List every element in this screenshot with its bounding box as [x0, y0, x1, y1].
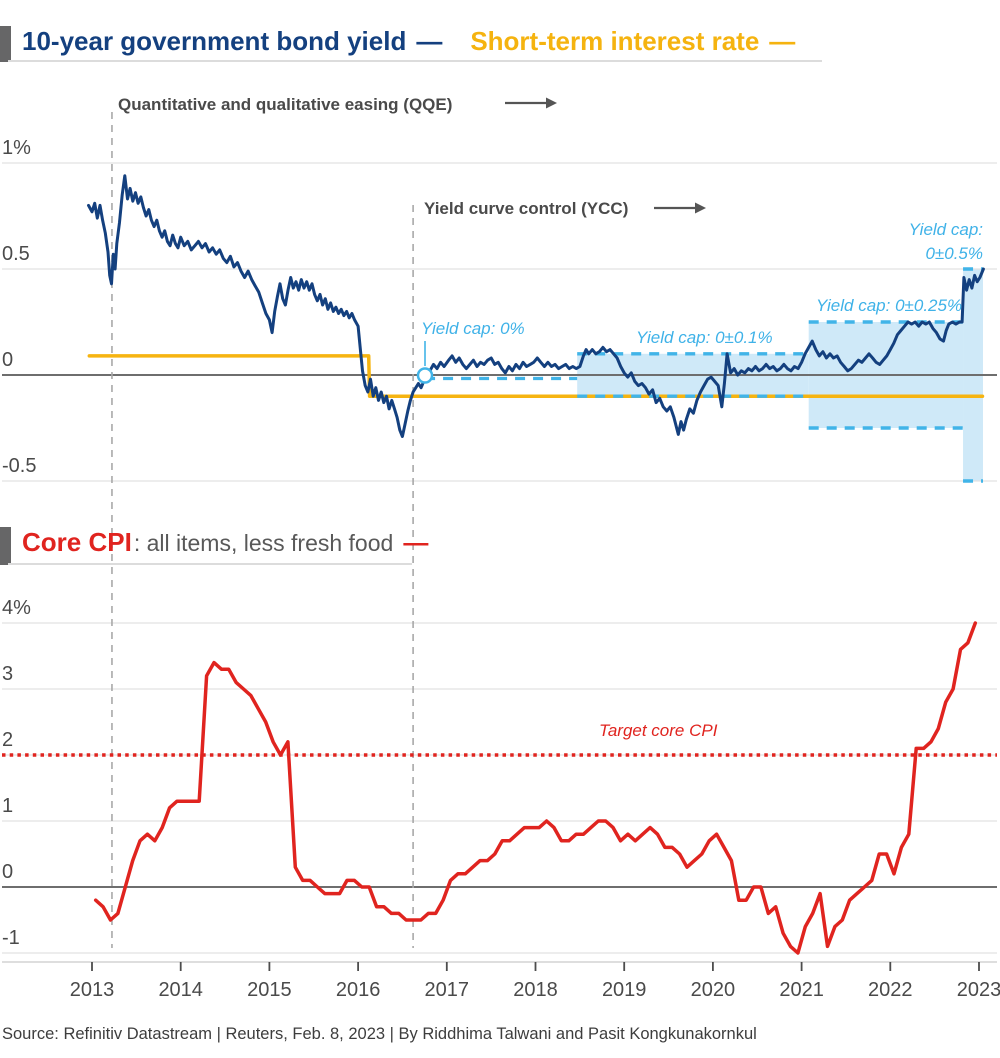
- top-y-label-1%: 1%: [2, 137, 31, 159]
- ycc-annotation: Yield curve control (YCC): [424, 199, 629, 218]
- top-y-label-0.5: 0.5: [2, 243, 30, 265]
- core-cpi-legend-suffix: : all items, less fresh food: [133, 530, 394, 556]
- yield-cap-0.5-line2: 0±0.5%: [925, 244, 983, 263]
- ycc-start-marker: [416, 367, 434, 384]
- legend-bottom: Core CPI : all items, less fresh food —: [22, 527, 428, 558]
- bottom-y-label-1: 1: [2, 795, 14, 817]
- x-label-2023: 2023: [956, 979, 1000, 1001]
- target-cpi-label: Target core CPI: [599, 721, 718, 740]
- top-y-label--0.5: -0.5: [2, 455, 37, 477]
- top-y-label-0: 0: [2, 349, 14, 371]
- accent-bar-bottom: [0, 527, 11, 565]
- bottom-y-label-3: 3: [2, 663, 14, 685]
- x-label-2021: 2021: [779, 979, 824, 1001]
- bond-yield-legend-label: 10-year government bond yield: [22, 26, 407, 56]
- legend-top: 10-year government bond yield — Short-te…: [22, 26, 795, 57]
- short-rate-legend-dash: —: [769, 26, 796, 56]
- bond-yield-legend-dash: —: [416, 26, 443, 56]
- top-header-rule: [8, 60, 822, 62]
- bottom-header-rule: [8, 563, 412, 565]
- x-label-2017: 2017: [424, 979, 470, 1001]
- x-label-2018: 2018: [513, 979, 558, 1001]
- bottom-y-label-2: 2: [2, 729, 14, 751]
- bottom-y-label--1: -1: [2, 927, 20, 949]
- yield-cap-0.25-label: Yield cap: 0±0.25%: [816, 296, 963, 315]
- accent-bar-top: [0, 26, 11, 62]
- source-credit: Source: Refinitiv Datastream | Reuters, …: [2, 1025, 757, 1043]
- ycc-arrow-head: [695, 202, 706, 214]
- qqe-arrow-head: [546, 97, 557, 109]
- series-line: [93, 621, 978, 955]
- x-label-2014: 2014: [158, 979, 203, 1001]
- bottom-y-label-0: 0: [2, 861, 14, 883]
- yield-cap-0.1-label: Yield cap: 0±0.1%: [636, 328, 773, 347]
- x-label-2013: 2013: [69, 979, 115, 1001]
- x-label-2022: 2022: [868, 979, 913, 1001]
- yield-cap-0.5-line1: Yield cap:: [908, 220, 983, 239]
- short-rate-legend-label: Short-term interest rate: [470, 26, 760, 56]
- core-cpi-legend-label: Core CPI: [22, 527, 132, 557]
- x-label-2015: 2015: [247, 979, 292, 1001]
- yield-cap-0.5-label: Yield cap: 0±0.5%: [909, 218, 983, 266]
- yield-cap-0-label: Yield cap: 0%: [421, 319, 525, 338]
- bottom-y-label-4%: 4%: [2, 597, 31, 619]
- series-line: [87, 174, 985, 438]
- qqe-annotation: Quantitative and qualitative easing (QQE…: [118, 95, 453, 114]
- x-label-2020: 2020: [690, 979, 736, 1001]
- x-label-2016: 2016: [335, 979, 381, 1001]
- core-cpi-legend-dash: —: [403, 529, 429, 557]
- x-label-2019: 2019: [601, 979, 647, 1001]
